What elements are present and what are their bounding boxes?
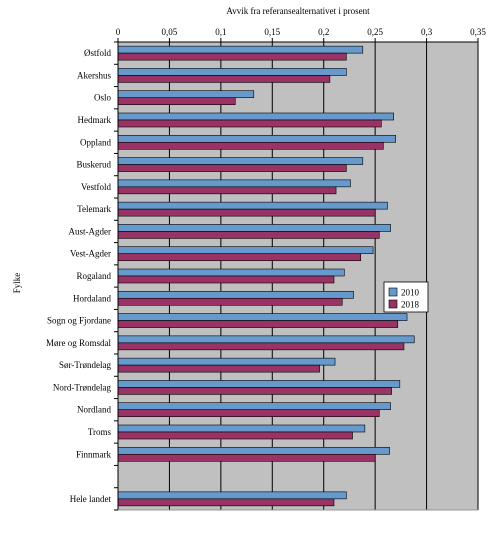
bar-2018 — [117, 97, 236, 106]
bar-2018 — [117, 297, 343, 306]
x-tick-label: 0,2 — [318, 27, 329, 37]
category-labels: Østfold Akershus Oslo Hedmark Oppland Buskeru… — [46, 48, 112, 504]
bar-2010 — [117, 246, 374, 255]
x-tick-label: 0 — [116, 27, 121, 37]
x-tick-label: 0,35 — [470, 27, 486, 37]
bar-2018 — [117, 387, 392, 395]
category-label: Oslo — [94, 93, 112, 103]
legend-label: 2010 — [401, 288, 420, 298]
bar-2018 — [117, 164, 347, 172]
axes — [114, 38, 479, 511]
bar-2018 — [117, 431, 353, 440]
x-tick-label: 0,1 — [215, 27, 226, 37]
bar-2010 — [117, 402, 391, 411]
bar-2018 — [117, 253, 362, 262]
x-tick-label: 0,05 — [162, 27, 178, 37]
category-label: Akershus — [77, 70, 111, 80]
x-tick-label: 0,3 — [421, 27, 433, 37]
category-label: Nord-Trøndelag — [53, 382, 112, 392]
bar-2010 — [117, 68, 347, 76]
y-axis-title: Fylke — [12, 273, 22, 294]
x-axis-title: Avvik fra referansealternativet i prosen… — [226, 6, 370, 16]
bar-2018 — [117, 208, 376, 217]
bar-2018 — [117, 141, 384, 150]
category-label: Buskerud — [77, 160, 112, 170]
category-label: Troms — [88, 427, 112, 437]
bar-2010 — [117, 134, 397, 143]
bar-2010 — [117, 90, 255, 99]
bar-2010 — [117, 224, 391, 232]
bar-2010 — [117, 268, 345, 277]
bar-2018 — [117, 186, 337, 195]
bar-2010 — [117, 45, 364, 54]
legend-label: 2018 — [401, 300, 420, 310]
category-label: Sør-Trøndelag — [59, 360, 111, 370]
bars — [117, 45, 415, 507]
legend-swatch — [388, 299, 398, 309]
bar-2018 — [117, 498, 335, 507]
bar-2010 — [117, 446, 390, 455]
bar-2018 — [117, 52, 347, 61]
category-label: Oppland — [80, 137, 111, 147]
category-label: Sogn og Fjordane — [47, 316, 111, 326]
category-label: Østfold — [84, 48, 112, 58]
bar-2010 — [117, 201, 388, 210]
bar-2010 — [117, 112, 394, 121]
bar-2018 — [117, 453, 376, 462]
bar-2010 — [117, 335, 415, 344]
category-label: Møre og Romsdal — [46, 338, 111, 348]
legend: 2010 2018 — [383, 281, 429, 313]
bar-2018 — [117, 275, 335, 284]
bar-2010 — [117, 424, 366, 433]
bar-2010 — [117, 313, 408, 321]
bar-2018 — [117, 342, 405, 351]
x-tick-labels: 0 0,05 0,1 0,15 0,2 0,25 0,3 0,35 — [116, 27, 487, 37]
bar-2018 — [117, 320, 399, 328]
bar-2018 — [117, 409, 380, 418]
category-label: Hedmark — [78, 115, 112, 125]
category-label: Telemark — [77, 204, 111, 214]
bar-2018 — [117, 75, 331, 83]
category-label: Nordland — [77, 405, 111, 415]
category-label: Vestfold — [81, 182, 111, 192]
bar-2010 — [117, 157, 364, 165]
category-label: Aust-Agder — [69, 226, 112, 236]
bar-2010 — [117, 290, 354, 299]
bar-2018 — [117, 231, 380, 239]
x-tick-label: 0,25 — [367, 27, 383, 37]
bar-2010 — [117, 380, 401, 388]
bar-2010 — [117, 491, 347, 500]
legend-swatch — [388, 287, 398, 297]
category-label: Hordaland — [73, 293, 111, 303]
bar-2010 — [117, 357, 336, 366]
category-label: Vest-Agder — [70, 249, 111, 259]
bar-2018 — [117, 364, 320, 373]
bar-2018 — [117, 119, 382, 128]
category-label: Finnmark — [76, 449, 111, 459]
category-label: Hele landet — [70, 494, 112, 504]
bar-2010 — [117, 179, 351, 188]
x-tick-label: 0,15 — [264, 27, 280, 37]
category-label: Rogaland — [77, 271, 112, 281]
